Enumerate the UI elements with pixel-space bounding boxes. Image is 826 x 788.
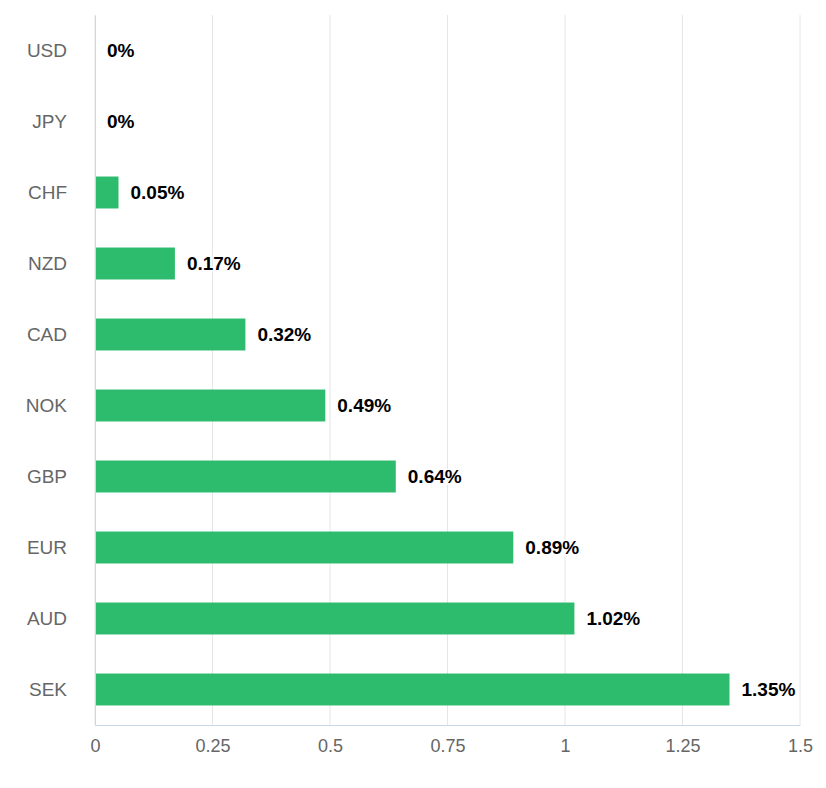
data-label: 0%: [107, 40, 135, 61]
x-axis: 0 0.25 0.5 0.75 1 1.25 1.5: [90, 725, 813, 756]
bar: [95, 177, 119, 209]
bar: [95, 532, 513, 564]
grid-line: [95, 15, 96, 725]
y-axis-line: [95, 16, 96, 726]
data-label: 0.89%: [525, 537, 579, 558]
data-label: 0.32%: [257, 324, 311, 345]
data-label: 1.35%: [742, 679, 796, 700]
y-tick: CAD: [27, 324, 95, 345]
data-label: 1.02%: [586, 608, 640, 629]
grid-line: [800, 15, 801, 725]
data-labels: 0% 0% 0.05% 0.17% 0.32% 0.49% 0.64% 0.89% 1.02% 1…: [107, 40, 795, 700]
bar: [95, 674, 730, 706]
y-tick-label: EUR: [27, 537, 67, 558]
x-tick-label: 0.75: [430, 736, 465, 756]
y-tick: GBP: [27, 466, 95, 487]
y-tick: NZD: [28, 253, 95, 274]
y-tick-label: GBP: [27, 466, 67, 487]
y-tick: NOK: [26, 395, 95, 416]
x-tick-label: 0: [90, 736, 100, 756]
y-tick: SEK: [29, 679, 95, 700]
y-tick-label: NOK: [26, 395, 68, 416]
data-label: 0.64%: [408, 466, 462, 487]
y-axis: USD JPY CHF NZD CAD NOK GBP EUR AUD SEK: [26, 16, 96, 726]
x-tick-label: 1: [560, 736, 570, 756]
y-tick: CHF: [28, 182, 95, 203]
bar: [95, 319, 245, 351]
y-tick: AUD: [27, 608, 95, 629]
chart: 0 0.25 0.5 0.75 1 1.25 1.5 USD JPY CHF NZD CAD NOK GB…: [0, 0, 826, 788]
x-tick-label: 0.25: [195, 736, 230, 756]
y-tick-label: AUD: [27, 608, 67, 629]
bar: [95, 461, 396, 493]
x-tick: 1: [560, 725, 570, 756]
x-axis-line: [96, 725, 801, 726]
grid-line: [682, 15, 683, 725]
bar: [95, 248, 175, 280]
y-tick-label: JPY: [32, 111, 67, 132]
y-tick-label: USD: [27, 40, 67, 61]
plot: 0 0.25 0.5 0.75 1 1.25 1.5 USD JPY CHF NZD CAD NOK GB…: [26, 15, 813, 756]
y-tick-label: NZD: [28, 253, 67, 274]
x-tick: 0.75: [430, 725, 465, 756]
data-label: 0%: [107, 111, 135, 132]
data-label: 0.49%: [337, 395, 391, 416]
x-tick-label: 1.5: [788, 736, 813, 756]
x-tick: 0.25: [195, 725, 230, 756]
x-tick: 0: [90, 725, 100, 756]
bar: [95, 603, 574, 635]
y-tick-label: SEK: [29, 679, 67, 700]
bar: [95, 390, 325, 422]
y-tick: EUR: [27, 537, 95, 558]
y-tick-label: CAD: [27, 324, 67, 345]
x-tick: 0.5: [318, 725, 343, 756]
data-label: 0.05%: [131, 182, 185, 203]
data-label: 0.17%: [187, 253, 241, 274]
y-tick: JPY: [32, 111, 95, 132]
x-tick: 1.25: [665, 725, 700, 756]
grid: [95, 15, 800, 725]
bars: [95, 177, 730, 706]
x-tick-label: 1.25: [665, 736, 700, 756]
y-tick-label: CHF: [28, 182, 67, 203]
x-tick: 1.5: [788, 725, 813, 756]
y-tick: USD: [27, 40, 95, 61]
x-tick-label: 0.5: [318, 736, 343, 756]
